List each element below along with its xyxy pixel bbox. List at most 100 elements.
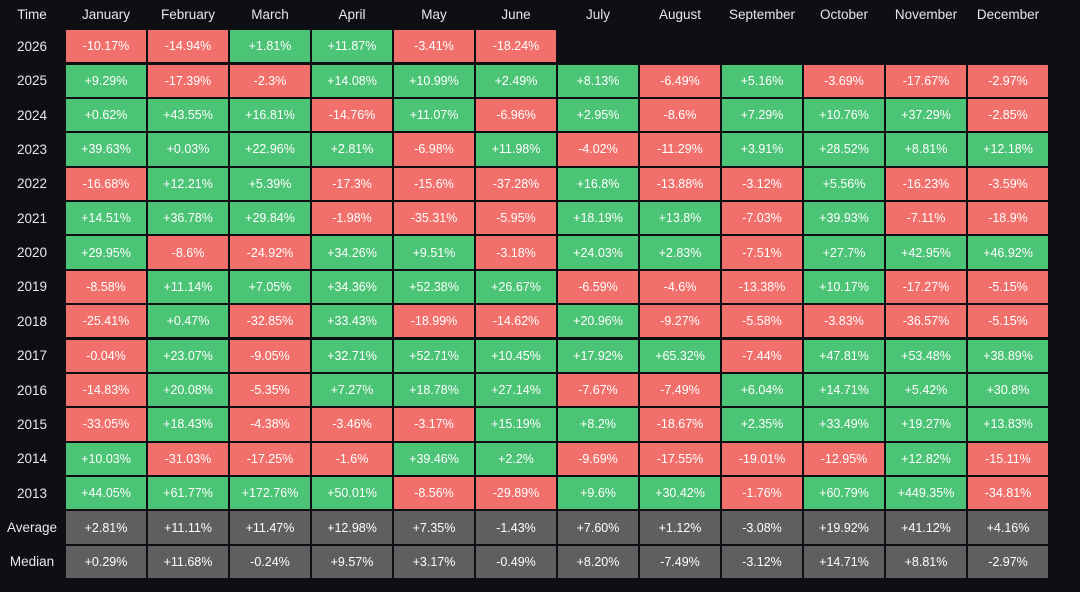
summary-cell: +9.57% — [312, 545, 392, 578]
return-cell: -6.49% — [640, 64, 720, 97]
summary-cell: +2.81% — [66, 511, 146, 544]
return-cell: -6.59% — [558, 270, 638, 303]
header-month: August — [658, 6, 702, 22]
return-cell: -33.05% — [66, 408, 146, 441]
return-cell: +38.89% — [968, 339, 1048, 372]
return-cell: +23.07% — [148, 339, 228, 372]
return-cell: +10.76% — [804, 98, 884, 132]
return-cell: +52.38% — [394, 270, 474, 303]
return-cell: +11.07% — [394, 98, 474, 132]
return-cell: +20.08% — [148, 373, 228, 407]
return-cell: -6.96% — [476, 98, 556, 132]
summary-cell: +14.71% — [804, 545, 884, 578]
summary-cell: +8.20% — [558, 545, 638, 578]
return-cell: -13.38% — [722, 270, 802, 303]
year-label: 2025 — [16, 73, 48, 89]
return-cell: +5.42% — [886, 373, 966, 407]
summary-cell: +12.98% — [312, 511, 392, 544]
return-cell: -7.49% — [640, 373, 720, 407]
return-cell: -8.58% — [66, 270, 146, 303]
return-cell: +30.8% — [968, 373, 1048, 407]
return-cell: -7.03% — [722, 202, 802, 235]
return-cell: -1.98% — [312, 202, 392, 235]
return-cell: -14.62% — [476, 305, 556, 338]
return-cell: -9.27% — [640, 305, 720, 338]
return-cell: -3.69% — [804, 64, 884, 97]
return-cell: +24.03% — [558, 236, 638, 269]
return-cell: +12.21% — [148, 167, 228, 200]
return-cell: -8.6% — [148, 236, 228, 269]
return-cell: +34.36% — [312, 270, 392, 303]
return-cell: -7.51% — [722, 236, 802, 269]
summary-cell: +19.92% — [804, 511, 884, 544]
return-cell: -7.67% — [558, 373, 638, 407]
return-cell: +9.29% — [66, 64, 146, 97]
return-cell: +10.45% — [476, 339, 556, 372]
summary-cell: +11.11% — [148, 511, 228, 544]
return-cell: +52.71% — [394, 339, 474, 372]
return-cell: -18.9% — [968, 202, 1048, 235]
return-cell: +14.08% — [312, 64, 392, 97]
return-cell: +28.52% — [804, 133, 884, 166]
header-month: September — [728, 6, 796, 22]
header-month: February — [160, 6, 216, 22]
return-cell: +32.71% — [312, 339, 392, 372]
return-cell: +17.92% — [558, 339, 638, 372]
return-cell: -18.67% — [640, 408, 720, 441]
return-cell: +2.83% — [640, 236, 720, 269]
year-label: 2019 — [16, 279, 48, 295]
return-cell: +39.46% — [394, 442, 474, 475]
return-cell: -37.28% — [476, 167, 556, 200]
return-cell: -13.88% — [640, 167, 720, 200]
monthly-returns-table: Time January February March April May Ju… — [7, 6, 1048, 578]
empty-cell — [722, 30, 802, 62]
year-label: 2017 — [16, 348, 48, 364]
return-cell: +18.78% — [394, 373, 474, 407]
summary-cell: +4.16% — [968, 511, 1048, 544]
return-cell: +13.83% — [968, 408, 1048, 441]
header-month: May — [421, 6, 447, 22]
return-cell: +6.04% — [722, 373, 802, 407]
return-cell: +9.51% — [394, 236, 474, 269]
return-cell: -35.31% — [394, 202, 474, 235]
return-cell: +3.91% — [722, 133, 802, 166]
return-cell: -18.24% — [476, 30, 556, 63]
return-cell: +39.63% — [66, 133, 146, 166]
return-cell: -3.46% — [312, 408, 392, 441]
empty-cell — [804, 30, 884, 62]
header-month: October — [819, 6, 869, 22]
return-cell: +50.01% — [312, 477, 392, 510]
return-cell: +5.16% — [722, 64, 802, 97]
empty-cell — [640, 30, 720, 62]
return-cell: +0.62% — [66, 98, 146, 132]
return-cell: -3.17% — [394, 408, 474, 441]
year-label: 2022 — [16, 176, 48, 192]
return-cell: +5.39% — [230, 167, 310, 200]
return-cell: -4.38% — [230, 408, 310, 441]
return-cell: +22.96% — [230, 133, 310, 166]
return-cell: -2.85% — [968, 98, 1048, 132]
return-cell: +34.26% — [312, 236, 392, 269]
header-month: January — [81, 6, 131, 22]
summary-cell: +7.35% — [394, 511, 474, 544]
summary-cell: -2.97% — [968, 545, 1048, 578]
return-cell: +13.8% — [640, 202, 720, 235]
return-cell: -34.81% — [968, 477, 1048, 510]
summary-cell: +41.12% — [886, 511, 966, 544]
return-cell: -5.35% — [230, 373, 310, 407]
return-cell: +1.81% — [230, 30, 310, 63]
return-cell: -3.12% — [722, 167, 802, 200]
return-cell: +43.55% — [148, 98, 228, 132]
return-cell: -14.76% — [312, 98, 392, 132]
return-cell: +172.76% — [230, 477, 310, 510]
return-cell: +60.79% — [804, 477, 884, 510]
return-cell: -9.05% — [230, 339, 310, 372]
return-cell: -1.6% — [312, 442, 392, 475]
return-cell: +7.29% — [722, 98, 802, 132]
summary-cell: -1.43% — [476, 511, 556, 544]
year-label: 2021 — [16, 210, 48, 226]
return-cell: -17.27% — [886, 270, 966, 303]
year-label: 2026 — [16, 38, 48, 54]
return-cell: -3.59% — [968, 167, 1048, 200]
return-cell: -36.57% — [886, 305, 966, 338]
